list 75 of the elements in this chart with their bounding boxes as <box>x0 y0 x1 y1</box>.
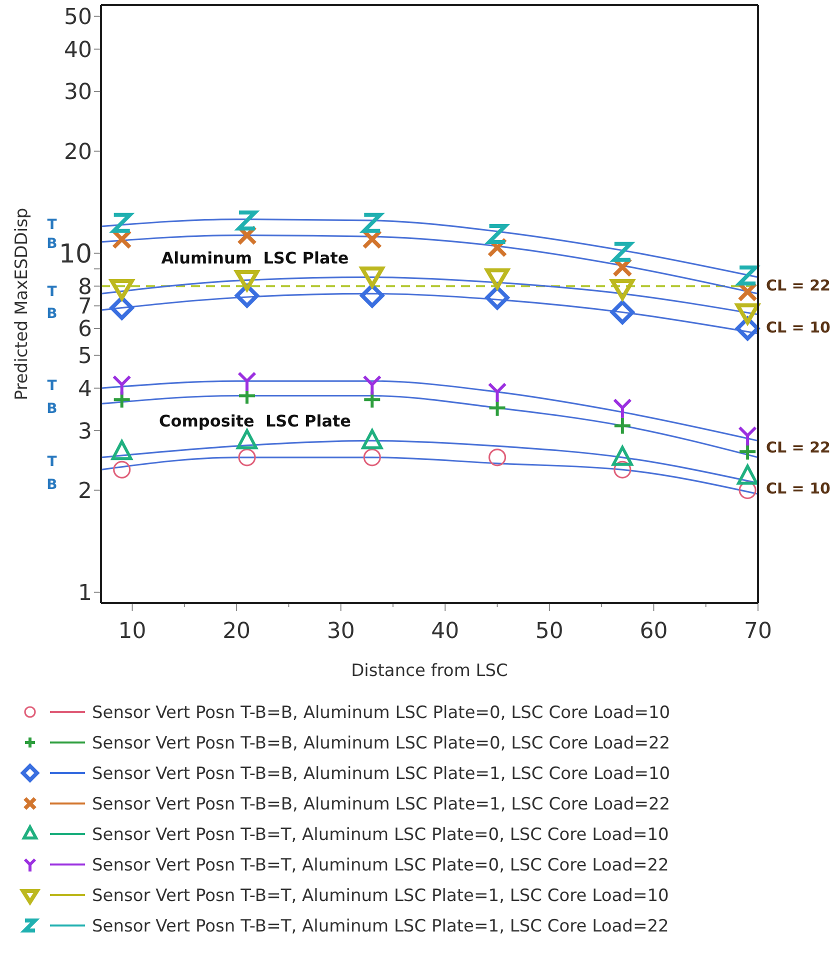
point <box>112 375 132 396</box>
text: T <box>47 454 58 470</box>
point <box>360 266 384 288</box>
point <box>737 464 758 485</box>
point <box>738 426 758 448</box>
legend-label: Sensor Vert Posn T-B=B, Aluminum LSC Plate=1, LSC Core Load=22 <box>92 794 670 814</box>
x-axis-title: Distance from LSC <box>351 661 508 681</box>
point <box>360 284 384 308</box>
text: T <box>47 284 58 300</box>
point <box>485 268 510 290</box>
x-tick-label: 10 <box>118 619 146 644</box>
legend-label: Sensor Vert Posn T-B=T, Aluminum LSC Plate=0, LSC Core Load=10 <box>92 824 669 845</box>
point <box>362 229 382 250</box>
legend-label: Sensor Vert Posn T-B=B, Aluminum LSC Plate=1, LSC Core Load=10 <box>92 764 670 784</box>
text: CL = 22 <box>766 438 830 456</box>
legend-label: Sensor Vert Posn T-B=T, Aluminum LSC Plate=0, LSC Core Load=22 <box>92 855 669 876</box>
point <box>113 460 131 478</box>
point <box>610 300 634 324</box>
text: T <box>47 378 58 394</box>
annotation: Composite LSC Plate <box>158 412 352 431</box>
text: T <box>47 216 58 233</box>
line-series <box>100 218 759 278</box>
point <box>612 398 632 420</box>
y-tick-label: 50 <box>64 5 92 30</box>
y-tick-label: 10 <box>58 239 92 270</box>
point <box>362 375 382 396</box>
point <box>110 296 134 320</box>
annotation: Aluminum LSC Plate <box>161 248 349 268</box>
x-tick-label: 30 <box>326 619 355 644</box>
point <box>488 382 507 404</box>
legend-label: Sensor Vert Posn T-B=B, Aluminum LSC Plate=0, LSC Core Load=22 <box>92 733 670 754</box>
point <box>736 303 760 324</box>
legend-label: Sensor Vert Posn T-B=B, Aluminum LSC Plate=0, LSC Core Load=10 <box>92 702 670 723</box>
x-tick-label: 70 <box>744 619 772 644</box>
point <box>610 279 634 300</box>
y-tick-label: 7 <box>78 294 92 320</box>
point <box>363 448 381 466</box>
point <box>738 282 758 302</box>
legend-label: Sensor Vert Posn T-B=T, Aluminum LSC Plate=1, LSC Core Load=10 <box>92 886 669 906</box>
y-tick-label: 5 <box>78 344 92 370</box>
line-series <box>100 234 759 294</box>
point <box>612 416 632 436</box>
point <box>362 429 383 450</box>
point <box>614 460 632 478</box>
point <box>488 448 506 466</box>
y-tick-label: 1 <box>78 581 92 606</box>
point <box>110 279 134 300</box>
x-tick-label: 40 <box>431 619 460 644</box>
legend-label: Sensor Vert Posn T-B=T, Aluminum LSC Plate=1, LSC Core Load=22 <box>92 916 669 936</box>
point <box>238 448 256 466</box>
text: CL = 10 <box>766 479 830 498</box>
y-tick-label: 3 <box>78 419 92 444</box>
y-tick-label: 40 <box>64 38 92 63</box>
text: B <box>46 476 58 493</box>
point <box>111 440 132 460</box>
y-tick-label: 30 <box>64 80 92 106</box>
point <box>238 372 256 393</box>
text: B <box>46 236 58 252</box>
x-tick-label: 50 <box>535 619 564 644</box>
y-tick-label: 6 <box>78 317 92 342</box>
y-axis-title: Predicted MaxESDDisp <box>12 208 32 400</box>
point <box>235 270 259 291</box>
y-tick-label: 2 <box>78 478 92 504</box>
x-tick-label: 60 <box>640 619 668 644</box>
text: CL = 10 <box>766 318 830 336</box>
point <box>485 286 510 310</box>
y-tick-label: 4 <box>78 376 92 402</box>
text: B <box>46 306 58 322</box>
line-series <box>100 394 759 458</box>
point <box>236 429 258 450</box>
y-tick-label: 20 <box>64 140 92 165</box>
text: CL = 22 <box>766 276 830 294</box>
x-tick-label: 20 <box>222 619 251 644</box>
text: B <box>46 400 58 417</box>
line-series <box>100 380 759 442</box>
